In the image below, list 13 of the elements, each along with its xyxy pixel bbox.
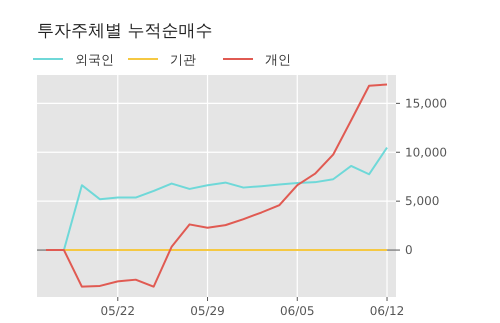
chart-title: 투자주체별 누적순매수: [37, 21, 212, 41]
y-tick-label: 0: [405, 243, 413, 258]
y-tick-label: 5,000: [405, 194, 440, 208]
legend-label: 외국인: [75, 53, 114, 68]
y-tick-label: 15,000: [405, 96, 447, 110]
x-tick-label: 05/22: [100, 304, 136, 318]
x-tick-label: 05/29: [190, 304, 225, 318]
x-tick-label: 06/05: [280, 304, 315, 318]
line-series: [44, 83, 388, 288]
legend-label: 기관: [170, 53, 196, 68]
x-tick-label: 06/12: [370, 304, 404, 318]
legend-label: 개인: [265, 53, 291, 68]
y-tick-label: 10,000: [405, 145, 447, 160]
